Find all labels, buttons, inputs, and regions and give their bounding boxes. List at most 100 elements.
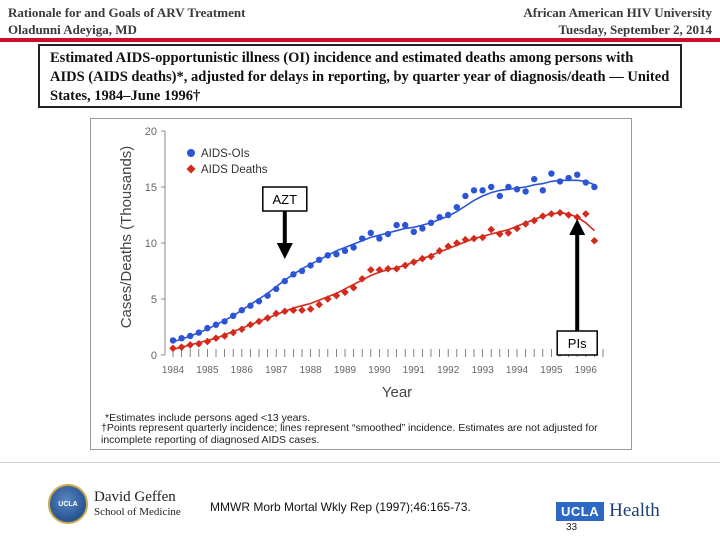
aids-ois-point [221, 318, 228, 325]
aids-ois-point [307, 262, 314, 269]
x-tick-label: 1988 [299, 365, 322, 376]
presenter-name: Oladunni Adeyiga, MD [8, 22, 137, 37]
aids-ois-point [264, 292, 271, 299]
aids-ois-point [367, 229, 374, 237]
x-tick-label: 1992 [437, 365, 460, 376]
aids-ois-point [290, 271, 297, 278]
aids-deaths-point [418, 254, 427, 263]
aids-ois-point [316, 256, 323, 263]
aids-ois-point [238, 307, 245, 314]
chart-svg: 0 5 10 15 20 1984 1985 1986 1987 1988 1989 1990 1991… [101, 126, 604, 446]
aids-ois-point [513, 186, 521, 193]
x-tick-label: 1994 [506, 365, 529, 376]
aids-ois-point [548, 170, 555, 177]
aids-ois-point [350, 244, 357, 251]
aids-deaths-point [169, 344, 177, 353]
x-tick-label: 1993 [471, 365, 494, 376]
ucla-health-logo: UCLA Health [556, 500, 660, 522]
health-logo-text: Health [609, 500, 660, 521]
aids-ois-point [376, 235, 383, 242]
aids-deaths-point [435, 247, 444, 255]
aids-deaths-point [367, 266, 375, 274]
aids-deaths-point [203, 337, 212, 346]
aids-ois-point [384, 230, 392, 238]
aids-ois-point [410, 228, 417, 235]
event-date: Tuesday, September 2, 2014 [558, 22, 713, 37]
aids-deaths-point [590, 236, 599, 245]
pis-label-box [556, 330, 598, 356]
x-tick-label: 1987 [265, 365, 288, 376]
y-tick-label: 10 [145, 238, 157, 250]
x-tick-label: 1989 [334, 365, 357, 376]
ucla-logo-box: UCLA [556, 501, 605, 521]
aids-ois-point [436, 214, 443, 221]
page-number: 33 [566, 522, 578, 533]
azt-arrow-head [276, 243, 293, 259]
aids-ois-point [187, 332, 194, 340]
aids-ois-point [505, 183, 512, 191]
geffen-logo: UCLA David Geffen School of Medicine [48, 484, 181, 524]
slide-title: Estimated AIDS-opportunistic illness (OI… [38, 44, 682, 108]
aids-ois-trend-line [172, 179, 595, 343]
aids-ois-point [445, 211, 452, 219]
aids-ois-point [522, 188, 529, 195]
aids-deaths-point [341, 288, 349, 297]
x-tick-label: 1986 [231, 365, 254, 376]
aids-deaths-point [564, 211, 573, 219]
aids-deaths-point [229, 328, 237, 337]
y-tick-label: 20 [145, 126, 157, 138]
aids-deaths-point [332, 291, 341, 300]
aids-deaths-point [392, 264, 401, 273]
x-tick-label: 1985 [196, 365, 219, 376]
pis-arrow-head [569, 219, 586, 235]
aids-deaths-point [306, 305, 315, 313]
header-left: Rationale for and Goals of ARV Treatment… [8, 4, 245, 38]
aids-deaths-point [281, 307, 289, 316]
aids-ois-point [195, 329, 202, 336]
aids-ois-point [582, 179, 589, 186]
aids-ois-point [574, 171, 581, 178]
aids-deaths-point [263, 314, 272, 322]
aids-ois-point [273, 285, 280, 293]
aids-deaths-point [539, 212, 547, 220]
x-axis-label: Year [382, 384, 412, 401]
aids-deaths-point [410, 258, 418, 266]
aids-ois-point [565, 174, 572, 182]
aids-deaths-point [582, 210, 590, 218]
aids-deaths-point [177, 343, 186, 351]
x-tick-label: 1991 [403, 365, 426, 376]
aids-deaths-point [289, 306, 298, 314]
x-tick-label: 1996 [575, 365, 598, 376]
y-tick-label: 0 [151, 350, 157, 362]
aids-ois-point [427, 219, 435, 227]
aids-ois-point [169, 337, 177, 344]
aids-ois-point [247, 302, 254, 309]
header-divider [0, 38, 720, 42]
azt-label: AZT [273, 192, 298, 207]
y-tick-label: 15 [145, 182, 157, 194]
aids-deaths-point [324, 295, 332, 303]
aids-ois-point [539, 187, 546, 194]
aids-deaths-point [246, 320, 255, 329]
footnote-2: †Points represent quarterly incidence; l… [101, 422, 598, 446]
aids-deaths-point [212, 334, 220, 342]
aids-ois-point [419, 225, 426, 232]
header-right: African American HIV University Tuesday,… [523, 4, 712, 38]
aids-deaths-point [478, 233, 487, 242]
aids-deaths-point [375, 266, 384, 274]
aids-ois-point [453, 203, 460, 211]
y-tick-label: 5 [151, 294, 157, 306]
aids-ois-point [462, 192, 469, 200]
ucla-seal-icon: UCLA [48, 484, 88, 524]
aids-ois-point [230, 312, 237, 319]
aids-ois-point [479, 187, 486, 194]
aids-deaths-point [401, 261, 409, 270]
footer-divider [0, 462, 720, 463]
aids-deaths-point [487, 225, 495, 234]
aids-deaths-point [427, 252, 435, 261]
aids-ois-point [281, 277, 288, 285]
aids-deaths-point [272, 309, 280, 318]
aids-deaths-point [547, 210, 556, 218]
footnote-2-wrap: †Points represent quarterly incidence; l… [101, 422, 598, 446]
aids-deaths-point [349, 284, 358, 292]
